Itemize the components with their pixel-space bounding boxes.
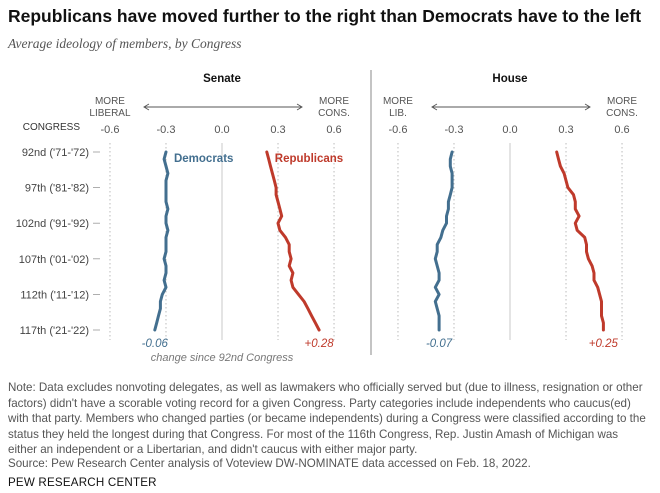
house-more-conservative-label: MORE: [607, 96, 637, 107]
house-more-liberal-label: MORE: [383, 96, 413, 107]
senate-x-tick-label: 0.6: [326, 124, 341, 136]
senate-direction-arrowhead-right: [296, 103, 303, 111]
senate-x-tick-label: 0.0: [214, 124, 229, 136]
senate-republicans-line: [265, 150, 321, 332]
y-tick-label: 112th ('11-'12): [20, 289, 89, 301]
senate-democrats-change-label: -0.06: [142, 338, 169, 350]
note-text: Note: Data excludes nonvoting delegates,…: [8, 381, 646, 456]
congress-axis-label: CONGRESS: [23, 122, 81, 133]
y-tick-label: 97th ('81-'82): [25, 183, 89, 195]
chart-subtitle: Average ideology of members, by Congress: [8, 36, 242, 51]
house-democrats-change-label: -0.07: [426, 338, 453, 350]
chart-note: Note: Data excludes nonvoting delegates,…: [8, 380, 648, 458]
senate-panel-title: Senate: [203, 73, 241, 85]
senate-more-liberal-label: MORE: [95, 96, 125, 107]
y-tick-label: 117th ('21-'22): [20, 325, 89, 337]
house-x-tick-label: -0.6: [388, 124, 407, 136]
house-direction-arrowhead-left: [431, 103, 438, 111]
y-tick-label: 102nd ('91-'92): [16, 218, 89, 230]
house-panel-title: House: [492, 73, 527, 85]
senate-democrats-line: [153, 150, 170, 332]
house-x-tick-label: 0.3: [558, 124, 573, 136]
chart-title: Republicans have moved further to the ri…: [8, 6, 642, 26]
senate-democrats-legend-label: Democrats: [174, 153, 233, 165]
senate-republicans-change-label: +0.28: [305, 338, 335, 350]
senate-x-tick-label: -0.6: [100, 124, 119, 136]
senate-republicans-legend-label: Republicans: [275, 153, 343, 165]
y-tick-label: 107th ('01-'02): [19, 254, 89, 266]
senate-more-liberal-label: LIBERAL: [89, 108, 131, 119]
chart-source: Source: Pew Research Center analysis of …: [8, 457, 531, 470]
senate-x-tick-label: -0.3: [157, 124, 176, 136]
senate-more-conservative-label: MORE: [319, 96, 349, 107]
y-tick-label: 92nd ('71-'72): [22, 147, 89, 159]
house-more-conservative-label: CONS.: [606, 108, 638, 119]
brand-footer: PEW RESEARCH CENTER: [8, 476, 157, 489]
house-direction-arrowhead-right: [584, 103, 591, 111]
house-x-tick-label: 0.6: [614, 124, 629, 136]
house-x-tick-label: 0.0: [502, 124, 517, 136]
senate-direction-arrowhead-left: [143, 103, 150, 111]
house-republicans-line: [555, 150, 605, 332]
senate-x-tick-label: 0.3: [270, 124, 285, 136]
senate-more-conservative-label: CONS.: [318, 108, 350, 119]
house-more-liberal-label: LIB.: [389, 108, 407, 119]
house-democrats-line: [433, 150, 454, 332]
house-x-tick-label: -0.3: [445, 124, 464, 136]
change-caption: change since 92nd Congress: [151, 352, 294, 364]
house-republicans-change-label: +0.25: [589, 338, 619, 350]
